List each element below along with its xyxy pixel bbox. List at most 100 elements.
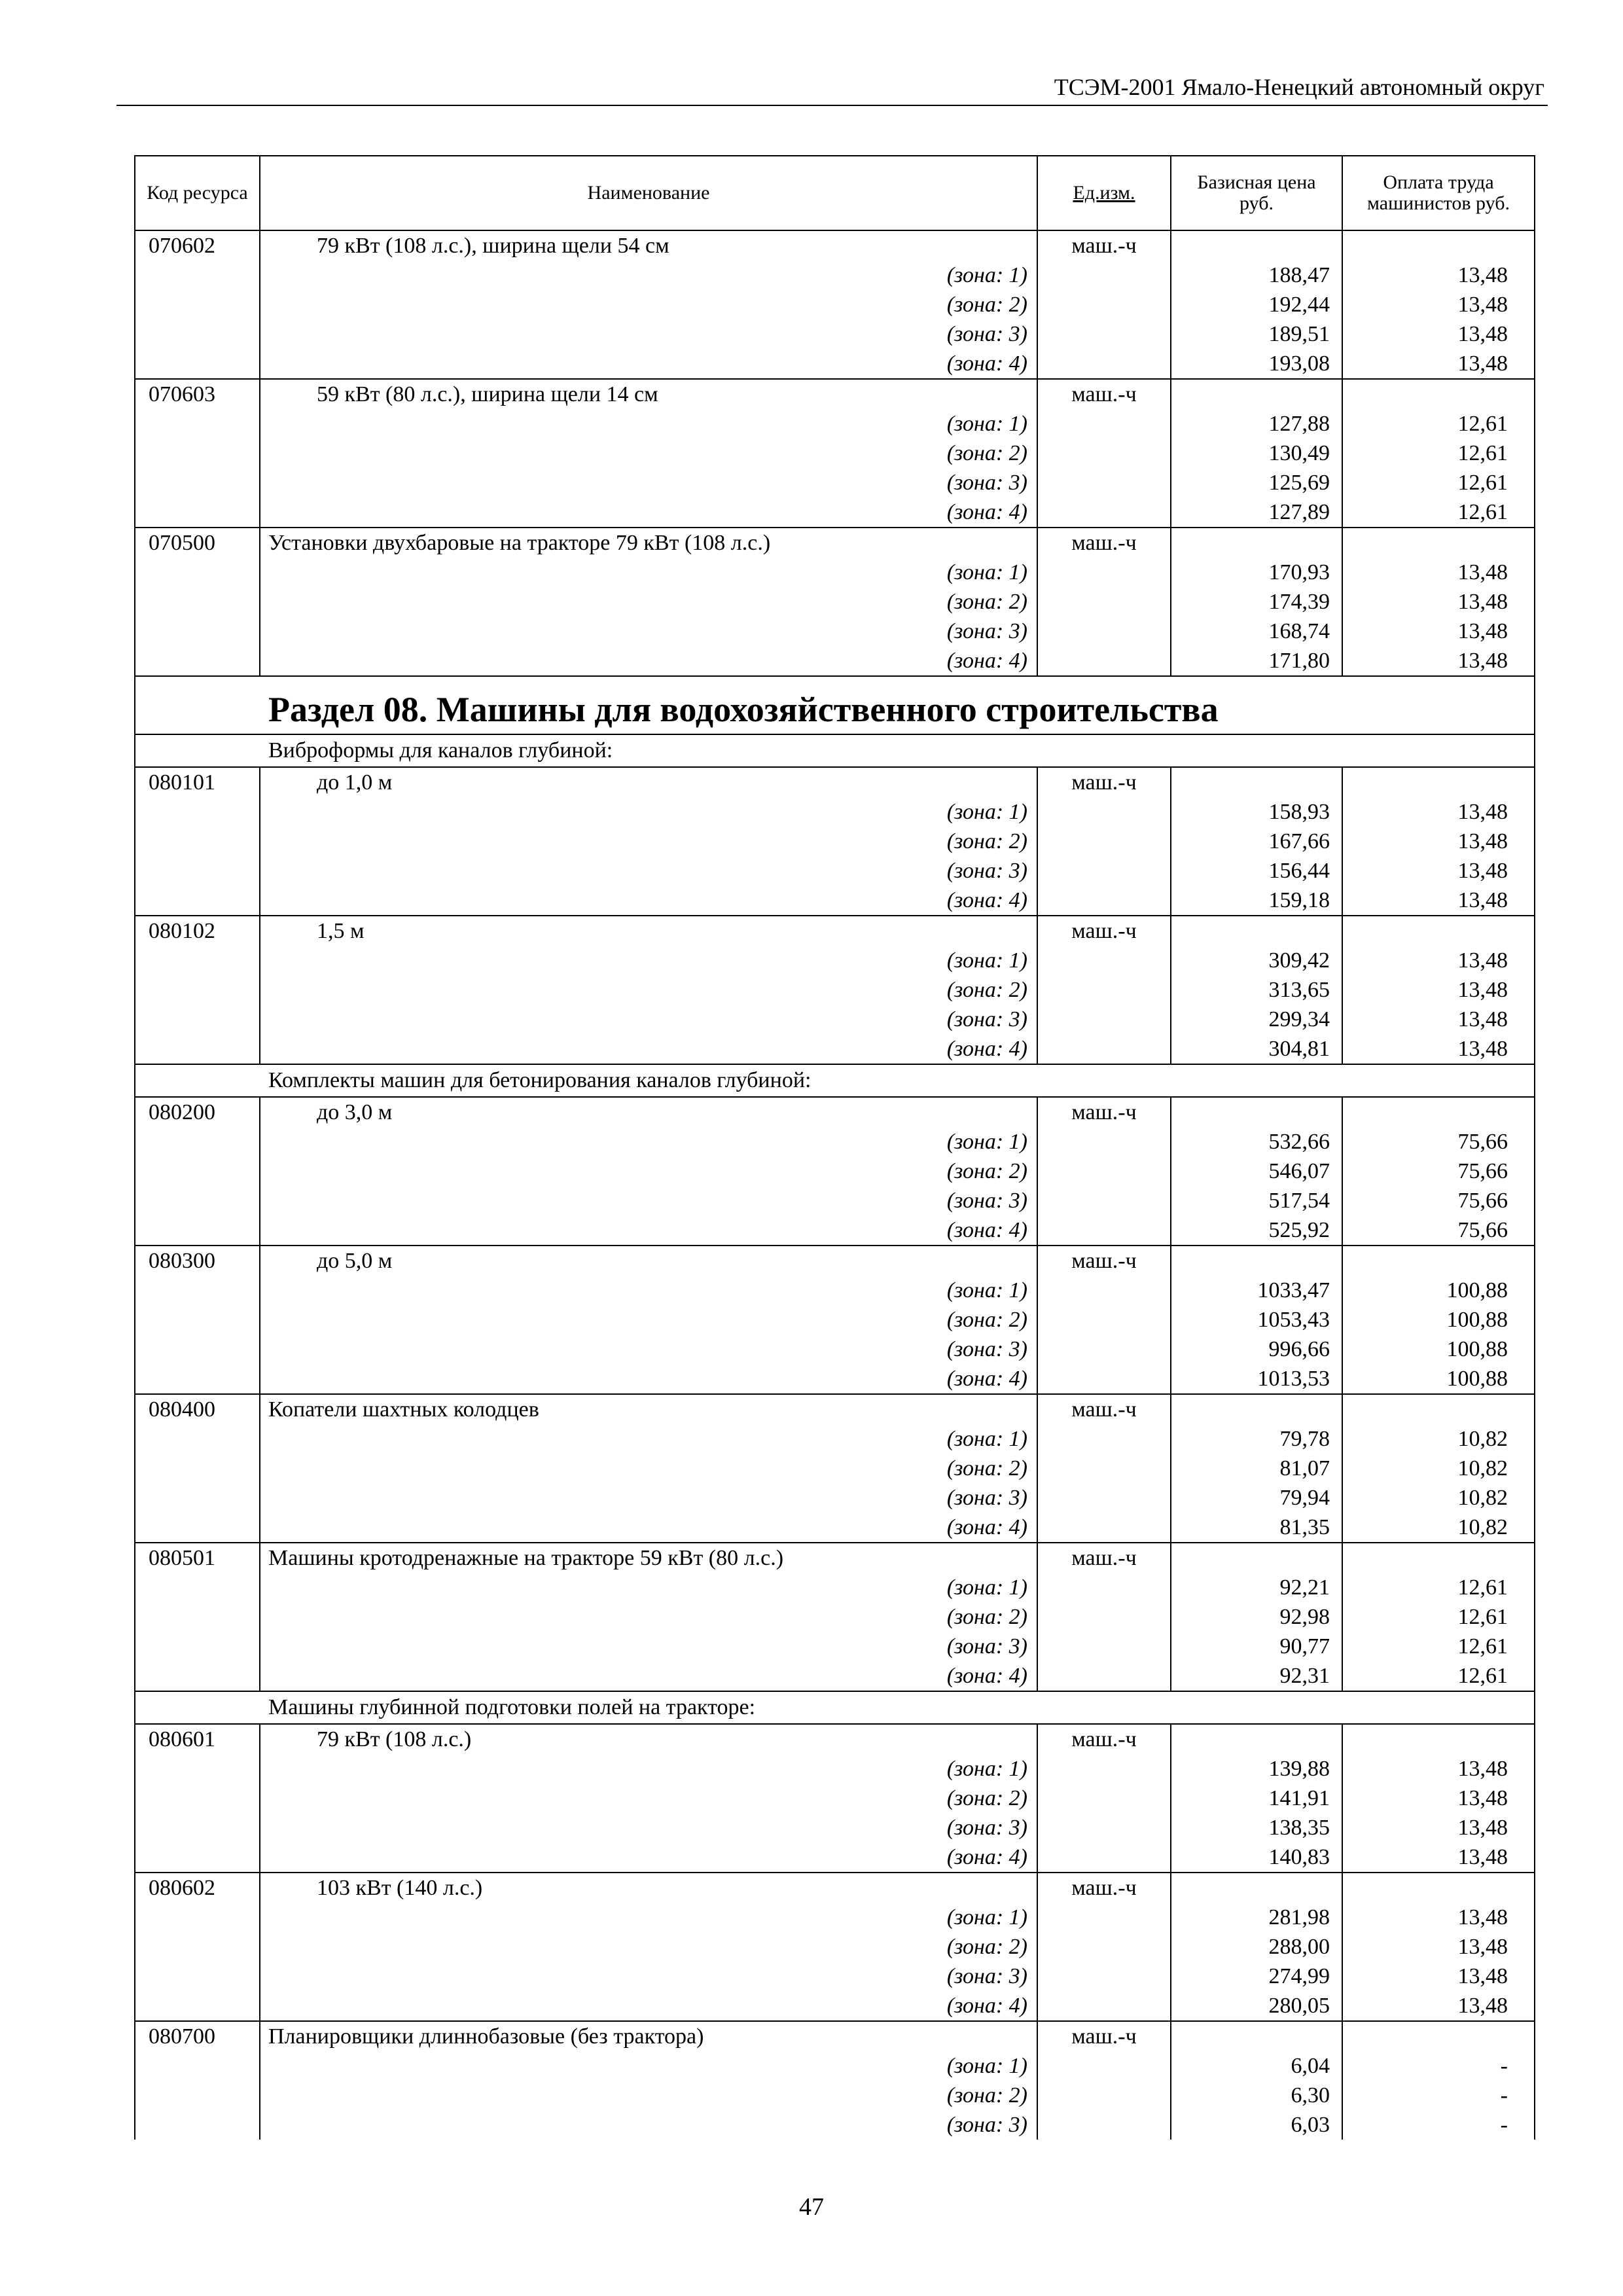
zone-label: (зона: 2)	[260, 1602, 1038, 1632]
labor-cost: -	[1500, 2113, 1508, 2137]
code-cell-empty	[135, 1364, 260, 1393]
zone-label: (зона: 4)	[260, 1842, 1038, 1872]
labor-cost	[1343, 528, 1534, 558]
labor-cost: 12,61	[1457, 441, 1508, 465]
zone-label: (зона: 1)	[260, 946, 1038, 975]
labor-cost: 13,48	[1457, 1037, 1508, 1061]
code-cell-empty	[135, 260, 260, 290]
group-heading: Машины глубинной подготовки полей на тра…	[135, 1691, 1534, 1723]
zone-row: (зона: 1) 6,04 -	[135, 2051, 1534, 2081]
base-price	[1171, 1395, 1343, 1424]
table-row: 080601 79 кВт (108 л.с.) маш.-ч	[135, 1723, 1534, 1754]
unit-cell-empty	[1038, 886, 1171, 915]
resource-name: Машины кротодренажные на тракторе 59 кВт…	[260, 1543, 1038, 1573]
unit: маш.-ч	[1038, 528, 1171, 558]
base-price: 156,44	[1171, 856, 1343, 886]
resource-code: 080700	[135, 2022, 260, 2051]
labor-cost: 13,48	[1457, 1905, 1508, 1929]
base-price: 138,35	[1171, 1813, 1343, 1842]
labor-cost: 75,66	[1457, 1159, 1508, 1183]
code-cell-empty	[135, 2081, 260, 2110]
labor-cost: 75,66	[1457, 1189, 1508, 1213]
zone-row: (зона: 2) 546,07 75,66	[135, 1157, 1534, 1186]
unit: маш.-ч	[1038, 916, 1171, 946]
table-header: Код ресурса Наименование Ед.изм. Базисна…	[135, 156, 1534, 230]
unit: маш.-ч	[1038, 2022, 1171, 2051]
labor-cost: 13,48	[1457, 1845, 1508, 1869]
code-cell-empty	[135, 646, 260, 675]
code-cell-empty	[135, 2110, 260, 2140]
zone-row: (зона: 3) 996,66 100,88	[135, 1335, 1534, 1364]
unit-cell-empty	[1038, 1186, 1171, 1215]
unit: маш.-ч	[1038, 231, 1171, 260]
code-cell-empty	[135, 886, 260, 915]
code-cell-empty	[135, 497, 260, 527]
section-heading: Раздел 08. Машины для водохозяйственного…	[135, 675, 1534, 734]
unit-cell-empty	[1038, 290, 1171, 319]
base-price	[1171, 1246, 1343, 1276]
table-row: 070500 Установки двухбаровые на тракторе …	[135, 527, 1534, 558]
base-price: 125,69	[1171, 468, 1343, 497]
column-header-price: Базисная цена руб.	[1171, 156, 1343, 230]
unit-cell-empty	[1038, 1784, 1171, 1813]
resource-code: 070500	[135, 528, 260, 558]
base-price: 127,88	[1171, 409, 1343, 439]
base-price: 141,91	[1171, 1784, 1343, 1813]
zone-row: (зона: 2) 167,66 13,48	[135, 827, 1534, 856]
unit-cell-empty	[1038, 1005, 1171, 1034]
zone-row: (зона: 3) 79,94 10,82	[135, 1483, 1534, 1513]
unit-cell-empty	[1038, 1215, 1171, 1245]
base-price: 189,51	[1171, 319, 1343, 349]
labor-cost	[1343, 1543, 1534, 1573]
code-cell-empty	[135, 856, 260, 886]
zone-row: (зона: 1) 158,93 13,48	[135, 797, 1534, 827]
zone-label: (зона: 4)	[260, 1364, 1038, 1393]
base-price: 92,31	[1171, 1661, 1343, 1691]
zone-row: (зона: 2) 174,39 13,48	[135, 587, 1534, 617]
base-price	[1171, 1873, 1343, 1903]
resource-name: 79 кВт (108 л.с.), ширина щели 54 см	[260, 231, 1038, 260]
code-cell-empty	[135, 2051, 260, 2081]
base-price: 299,34	[1171, 1005, 1343, 1034]
base-price: 171,80	[1171, 646, 1343, 675]
zone-label: (зона: 3)	[260, 617, 1038, 646]
unit-cell-empty	[1038, 1573, 1171, 1602]
unit-cell-empty	[1038, 2051, 1171, 2081]
zone-label: (зона: 2)	[260, 290, 1038, 319]
base-price	[1171, 380, 1343, 409]
zone-row: (зона: 3) 6,03 -	[135, 2110, 1534, 2140]
unit-cell-empty	[1038, 1991, 1171, 2020]
unit-cell-empty	[1038, 1483, 1171, 1513]
base-price: 140,83	[1171, 1842, 1343, 1872]
code-cell-empty	[135, 617, 260, 646]
resource-name: 59 кВт (80 л.с.), ширина щели 14 см	[260, 380, 1038, 409]
labor-cost	[1343, 1395, 1534, 1424]
column-header-unit: Ед.изм.	[1038, 156, 1171, 230]
code-cell-empty	[135, 1424, 260, 1454]
labor-cost: 12,61	[1457, 500, 1508, 524]
unit: маш.-ч	[1038, 1725, 1171, 1754]
unit-cell-empty	[1038, 1127, 1171, 1157]
zone-row: (зона: 2) 192,44 13,48	[135, 290, 1534, 319]
zone-label: (зона: 3)	[260, 1632, 1038, 1661]
table-row: 080700 Планировщики длиннобазовые (без тр…	[135, 2020, 1534, 2051]
labor-cost: 13,48	[1457, 322, 1508, 346]
unit: маш.-ч	[1038, 1543, 1171, 1573]
zone-row: (зона: 4) 280,05 13,48	[135, 1991, 1534, 2020]
zone-label: (зона: 2)	[260, 439, 1038, 468]
zone-label: (зона: 3)	[260, 319, 1038, 349]
code-cell-empty	[135, 1157, 260, 1186]
labor-cost: 13,48	[1457, 351, 1508, 376]
unit-cell-empty	[1038, 468, 1171, 497]
code-cell-empty	[135, 1186, 260, 1215]
unit-cell-empty	[1038, 1602, 1171, 1632]
zone-row: (зона: 4) 1013,53 100,88	[135, 1364, 1534, 1393]
zone-row: (зона: 3) 274,99 13,48	[135, 1962, 1534, 1991]
labor-cost: 100,88	[1446, 1308, 1508, 1332]
base-price: 281,98	[1171, 1903, 1343, 1932]
running-header: ТСЭМ-2001 Ямало-Ненецкий автономный окру…	[1054, 74, 1544, 100]
unit-cell-empty	[1038, 2081, 1171, 2110]
resource-code: 070603	[135, 380, 260, 409]
column-header-labor: Оплата труда машинистов руб.	[1366, 171, 1510, 214]
resource-name: Копатели шахтных колодцев	[260, 1395, 1038, 1424]
